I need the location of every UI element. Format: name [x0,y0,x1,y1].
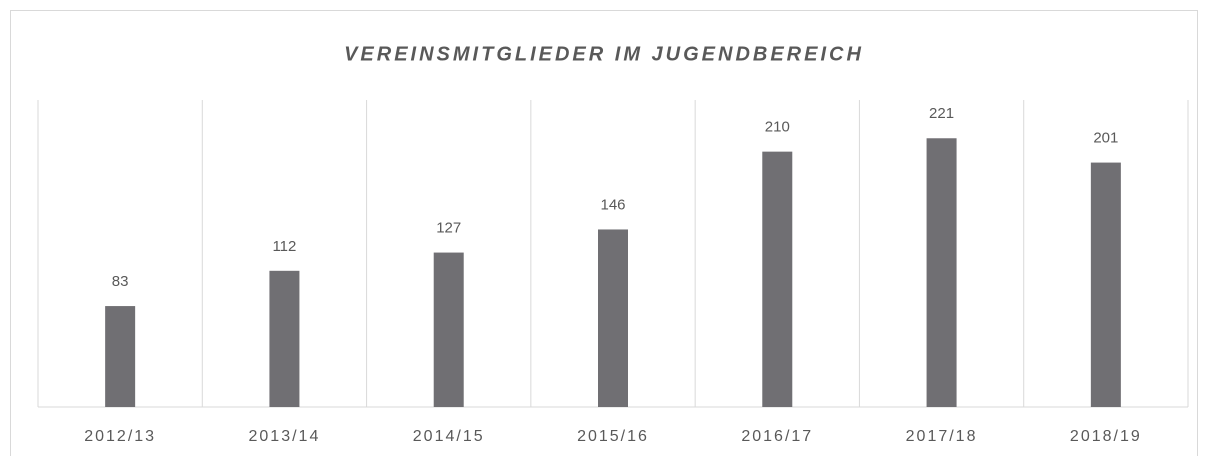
x-tick-label: 2012/13 [84,428,156,445]
bar [598,229,628,407]
chart-border [10,10,1198,456]
bar [926,138,957,407]
data-label: 210 [765,119,790,136]
x-tick-label: 2016/17 [741,428,813,445]
chart-title: VEREINSMITGLIEDER IM JUGENDBEREICH [344,43,864,65]
x-tick-label: 2015/16 [577,428,649,445]
bar [433,252,464,407]
bar [105,306,136,407]
x-tick-label: 2018/19 [1070,428,1142,445]
x-tick-label: 2017/18 [906,428,978,445]
data-label: 146 [600,196,625,213]
data-label: 127 [436,220,461,237]
data-label: 201 [1093,130,1118,147]
x-tick-label: 2014/15 [413,428,485,445]
bar [269,270,300,407]
data-label: 112 [272,238,296,255]
data-label: 221 [929,105,954,122]
bar [1090,162,1121,407]
bar [762,151,793,407]
data-label: 83 [112,273,129,290]
x-tick-label: 2013/14 [249,428,321,445]
